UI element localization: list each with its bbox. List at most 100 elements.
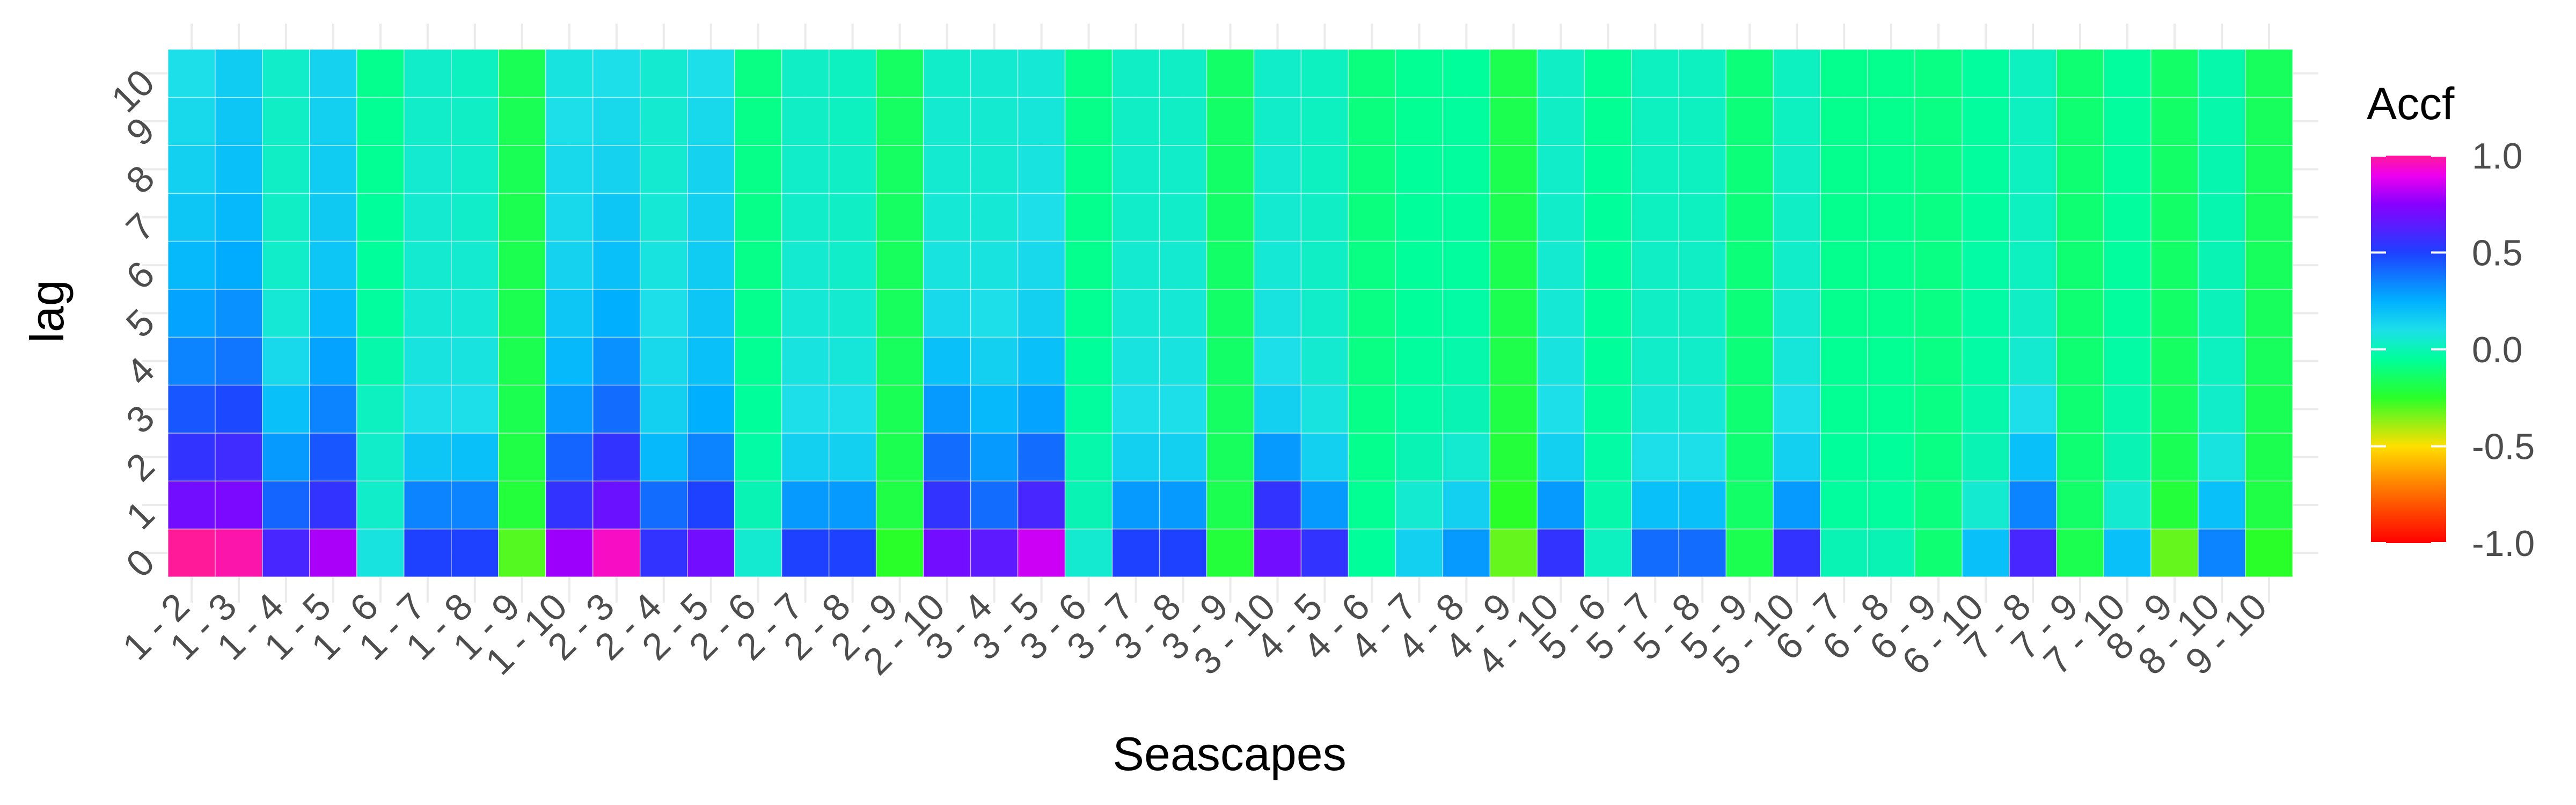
heatmap-cell [640, 144, 688, 194]
heatmap-cell [1300, 289, 1349, 338]
heatmap-cell [1914, 289, 1963, 338]
heatmap-cell [1536, 336, 1585, 386]
heatmap-cell [451, 49, 499, 98]
heatmap-cell [1773, 240, 1821, 290]
heatmap-cell [1442, 49, 1491, 98]
heatmap-cell [2245, 240, 2293, 290]
heatmap-cell [734, 240, 782, 290]
heatmap-cell [640, 193, 688, 242]
heatmap-cell [309, 49, 357, 98]
heatmap-cell [1348, 144, 1396, 194]
heatmap-cell [1395, 193, 1444, 242]
heatmap-cell [781, 384, 830, 434]
heatmap-cell [1159, 384, 1208, 434]
heatmap-cell [1962, 336, 2010, 386]
heatmap-cell [1395, 384, 1444, 434]
heatmap-cell [1678, 144, 1727, 194]
heatmap-cell [451, 433, 499, 482]
heatmap-cell [687, 528, 735, 577]
heatmap-cell [1017, 384, 1066, 434]
heatmap-cell [1584, 336, 1633, 386]
heatmap-cell [592, 144, 641, 194]
heatmap-cell [828, 384, 877, 434]
heatmap-cell [828, 144, 877, 194]
heatmap-cell [2103, 336, 2151, 386]
heatmap-cell [1678, 97, 1727, 146]
heatmap-cell [167, 289, 216, 338]
y-axis-title: lag [20, 280, 74, 342]
heatmap-cell [1631, 528, 1680, 577]
heatmap-cell [2009, 433, 2057, 482]
heatmap-cell [2198, 49, 2246, 98]
heatmap-cell [1064, 193, 1113, 242]
heatmap-cell [1206, 144, 1255, 194]
heatmap-cell [1773, 433, 1821, 482]
heatmap-cell [1017, 528, 1066, 577]
heatmap-cell [1064, 144, 1113, 194]
heatmap-cell [1064, 480, 1113, 530]
heatmap-cell [1536, 480, 1585, 530]
heatmap-cell [828, 336, 877, 386]
heatmap-cell [781, 433, 830, 482]
heatmap-cell [875, 289, 924, 338]
heatmap-cell [1962, 384, 2010, 434]
heatmap-cell [1678, 240, 1727, 290]
heatmap-cell [2103, 384, 2151, 434]
heatmap-cell [923, 528, 971, 577]
heatmap-cell [1867, 144, 1915, 194]
heatmap-cell [1725, 97, 1774, 146]
heatmap-cell [167, 384, 216, 434]
heatmap-cell [356, 97, 405, 146]
heatmap-cell [262, 240, 310, 290]
heatmap-cell [1773, 144, 1821, 194]
heatmap-cell [451, 528, 499, 577]
heatmap-cell [640, 240, 688, 290]
heatmap-cell [309, 193, 357, 242]
heatmap-cell [1395, 97, 1444, 146]
heatmap-cell [781, 289, 830, 338]
heatmap-cell [1300, 144, 1349, 194]
heatmap-cell [1064, 433, 1113, 482]
heatmap-cell [1442, 336, 1491, 386]
heatmap-cell [592, 49, 641, 98]
heatmap-cell [356, 528, 405, 577]
heatmap-cell [1253, 240, 1302, 290]
heatmap-cell [498, 528, 546, 577]
heatmap-cell [1348, 528, 1396, 577]
heatmap-cell [451, 480, 499, 530]
heatmap-cell [1300, 336, 1349, 386]
heatmap-cell [875, 240, 924, 290]
heatmap-cell [167, 193, 216, 242]
heatmap-cell [404, 528, 452, 577]
heatmap-cell [781, 193, 830, 242]
heatmap-cell [592, 433, 641, 482]
heatmap-cell [262, 528, 310, 577]
heatmap-cell [1962, 97, 2010, 146]
heatmap-cell [451, 384, 499, 434]
heatmap-cell [1820, 384, 1868, 434]
heatmap-cell [923, 480, 971, 530]
heatmap-cell [1725, 144, 1774, 194]
heatmap-cell [2245, 49, 2293, 98]
heatmap-cell [1348, 289, 1396, 338]
heatmap-cell [451, 289, 499, 338]
heatmap-cell [1017, 240, 1066, 290]
heatmap-cell [687, 384, 735, 434]
heatmap-cell [2198, 384, 2246, 434]
heatmap-cell [1725, 433, 1774, 482]
heatmap-cell [1300, 193, 1349, 242]
heatmap-cell [1820, 97, 1868, 146]
heatmap-cell [875, 144, 924, 194]
heatmap-cell [1631, 49, 1680, 98]
heatmap-cell [1820, 480, 1868, 530]
legend-tick-label: -1.0 [2472, 523, 2535, 564]
heatmap-cell [1489, 336, 1538, 386]
heatmap-cell [1111, 528, 1160, 577]
heatmap-cell [262, 384, 310, 434]
heatmap-cell [1489, 528, 1538, 577]
heatmap-cell [734, 336, 782, 386]
heatmap-cell [1395, 336, 1444, 386]
heatmap-cell [356, 49, 405, 98]
heatmap-cell [828, 433, 877, 482]
